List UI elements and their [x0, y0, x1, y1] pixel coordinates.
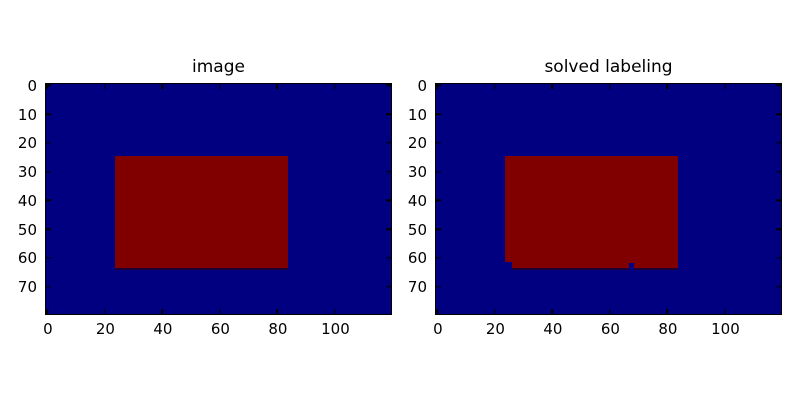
x-tick-mark [104, 309, 106, 314]
labeling-artifact-notch-mid [629, 263, 635, 274]
y-tick-label: 60 [17, 249, 37, 268]
y-tick-mark [776, 84, 781, 87]
axes-image [45, 83, 392, 315]
y-tick-mark [46, 84, 51, 87]
y-tick-mark [776, 170, 781, 173]
y-tick-mark [436, 257, 441, 259]
y-tick-mark [776, 199, 781, 202]
x-tick-label: 60 [210, 320, 230, 338]
y-tick-mark [46, 170, 51, 173]
y-tick-mark [436, 113, 441, 115]
x-tick-mark [46, 84, 49, 89]
x-tick-mark [219, 309, 221, 314]
y-tick-label: 70 [407, 278, 427, 297]
x-tick-label: 0 [433, 320, 443, 338]
x-tick-mark [161, 309, 164, 314]
x-tick-mark [276, 84, 279, 89]
y-tick-label: 70 [17, 278, 37, 297]
y-tick-mark [46, 285, 51, 288]
y-tick-mark [776, 113, 781, 115]
y-tick-label: 30 [407, 163, 427, 182]
plot-title: image [192, 57, 245, 77]
y-tick-label: 50 [17, 220, 37, 239]
y-tick-mark [436, 84, 441, 87]
x-tick-mark [724, 309, 726, 314]
y-tick-mark [386, 257, 391, 259]
y-tick-label: 30 [17, 163, 37, 182]
y-tick-label: 20 [407, 134, 427, 153]
x-tick-mark [276, 309, 279, 314]
x-tick-label: 20 [95, 320, 115, 338]
x-tick-label: 100 [321, 320, 350, 338]
y-tick-mark [436, 228, 441, 230]
x-tick-mark [436, 84, 439, 89]
x-tick-label: 80 [658, 320, 678, 338]
y-tick-mark [46, 199, 51, 202]
x-tick-mark [219, 84, 221, 89]
y-tick-mark [46, 228, 51, 230]
plot-image: image 0 20 40 60 80 100 0 10 20 30 40 50 60 70 [17, 57, 392, 338]
x-tick-mark [161, 84, 164, 89]
y-tick-mark [436, 199, 441, 202]
y-tick-mark [46, 257, 51, 259]
y-tick-mark [386, 142, 391, 144]
y-tick-label: 0 [417, 76, 427, 95]
x-tick-mark [551, 84, 554, 89]
y-tick-mark [776, 228, 781, 230]
x-tick-label: 60 [600, 320, 620, 338]
y-tick-label: 20 [17, 134, 37, 153]
y-tick-mark [776, 142, 781, 144]
y-tick-label: 10 [17, 105, 37, 124]
labeling-artifact-notch-left [502, 261, 513, 273]
x-tick-mark [104, 84, 106, 89]
y-tick-mark [436, 170, 441, 173]
x-tick-mark [666, 84, 669, 89]
x-tick-mark [609, 84, 611, 89]
x-tick-label: 0 [43, 320, 53, 338]
x-tick-mark [666, 309, 669, 314]
foreground-rectangle [115, 155, 288, 271]
y-tick-mark [386, 228, 391, 230]
plot-title: solved labeling [544, 57, 673, 77]
x-tick-label: 80 [268, 320, 288, 338]
axes-solved-labeling [435, 83, 782, 315]
y-tick-label: 60 [407, 249, 427, 268]
x-tick-label: 40 [153, 320, 173, 338]
y-tick-mark [436, 285, 441, 288]
y-tick-label: 40 [407, 191, 427, 210]
x-tick-mark [436, 309, 439, 314]
y-tick-mark [386, 285, 391, 288]
x-tick-mark [551, 309, 554, 314]
y-tick-mark [386, 84, 391, 87]
y-tick-mark [776, 257, 781, 259]
x-tick-mark [494, 309, 496, 314]
y-tick-label: 0 [27, 76, 37, 95]
y-tick-label: 10 [407, 105, 427, 124]
y-tick-mark [776, 285, 781, 288]
y-tick-mark [436, 142, 441, 144]
y-tick-mark [46, 142, 51, 144]
y-tick-mark [386, 170, 391, 173]
y-tick-label: 40 [17, 191, 37, 210]
x-tick-label: 40 [543, 320, 563, 338]
x-tick-mark [724, 84, 726, 89]
x-tick-mark [46, 309, 49, 314]
foreground-rectangle [505, 155, 678, 271]
y-tick-mark [46, 113, 51, 115]
x-tick-mark [334, 309, 336, 314]
y-tick-label: 50 [407, 220, 427, 239]
y-tick-mark [386, 113, 391, 115]
x-tick-label: 100 [711, 320, 740, 338]
plot-solved-labeling: solved labeling 0 20 40 60 80 100 0 10 20 30 40 50 6… [400, 0, 800, 400]
y-tick-mark [386, 199, 391, 202]
x-tick-mark [609, 309, 611, 314]
x-tick-label: 20 [485, 320, 505, 338]
x-tick-mark [334, 84, 336, 89]
x-tick-mark [494, 84, 496, 89]
